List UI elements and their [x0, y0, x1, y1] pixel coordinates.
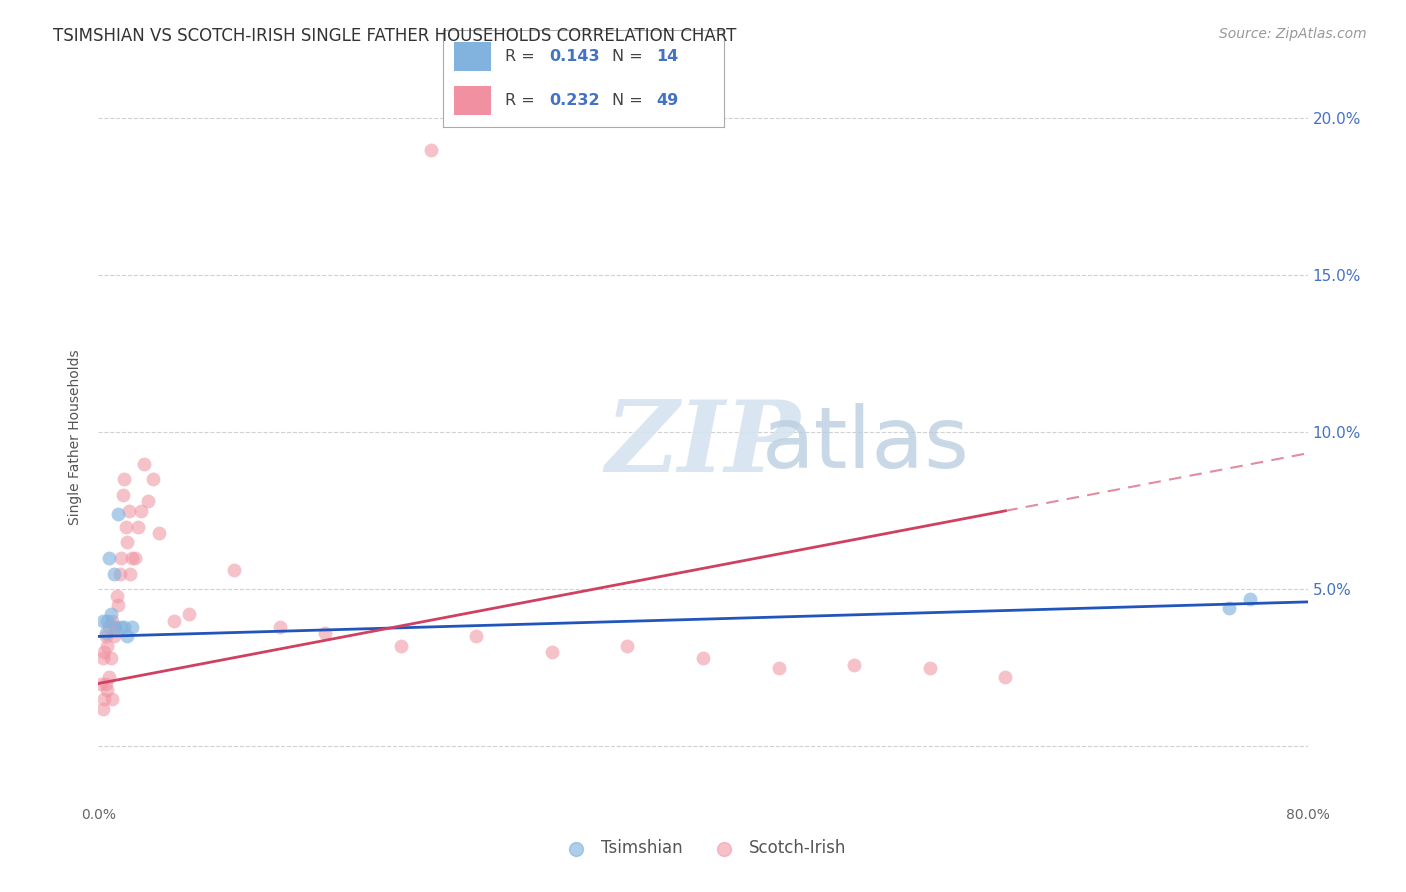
Point: [107, 507, 129, 521]
Point: [121, 620, 143, 634]
Text: atlas: atlas: [762, 403, 970, 486]
Point: [96, 639, 118, 653]
Point: [121, 550, 143, 565]
Point: [101, 692, 124, 706]
Text: N =: N =: [612, 93, 648, 108]
Point: [420, 143, 443, 157]
Point: [107, 598, 129, 612]
Point: [91, 614, 114, 628]
Point: [104, 620, 127, 634]
Point: [100, 607, 122, 622]
Point: [314, 626, 336, 640]
Text: 49: 49: [657, 93, 679, 108]
Point: [105, 589, 128, 603]
Point: [540, 645, 562, 659]
Point: [142, 473, 165, 487]
Point: [112, 473, 135, 487]
Text: 14: 14: [657, 49, 679, 64]
Point: [127, 519, 149, 533]
Text: Source: ZipAtlas.com: Source: ZipAtlas.com: [1219, 27, 1367, 41]
Text: R =: R =: [505, 93, 540, 108]
Point: [768, 661, 790, 675]
Point: [112, 620, 135, 634]
Point: [465, 629, 488, 643]
Point: [115, 629, 138, 643]
Point: [110, 550, 132, 565]
Point: [844, 657, 866, 672]
Point: [91, 651, 114, 665]
Point: [94, 626, 117, 640]
Point: [692, 651, 714, 665]
Point: [96, 614, 118, 628]
Point: [98, 550, 121, 565]
Point: [1239, 591, 1261, 606]
Point: [224, 564, 246, 578]
Point: [616, 639, 638, 653]
Point: [98, 620, 121, 634]
Point: [94, 629, 117, 643]
Point: [389, 639, 412, 653]
Point: [179, 607, 201, 622]
Text: TSIMSHIAN VS SCOTCH-IRISH SINGLE FATHER HOUSEHOLDS CORRELATION CHART: TSIMSHIAN VS SCOTCH-IRISH SINGLE FATHER …: [53, 27, 737, 45]
Point: [93, 645, 115, 659]
Point: [114, 519, 136, 533]
Point: [918, 661, 941, 675]
Point: [111, 488, 134, 502]
Bar: [454, 42, 491, 70]
Point: [994, 670, 1017, 684]
Point: [101, 614, 124, 628]
Text: 0.232: 0.232: [550, 93, 600, 108]
Point: [90, 676, 112, 690]
Point: [148, 525, 170, 540]
Legend: Tsimshian, Scotch-Irish: Tsimshian, Scotch-Irish: [553, 832, 853, 864]
Point: [115, 535, 138, 549]
Point: [104, 620, 127, 634]
Y-axis label: Single Father Households: Single Father Households: [69, 350, 83, 524]
Point: [118, 504, 141, 518]
Point: [100, 651, 122, 665]
Point: [96, 682, 118, 697]
Point: [103, 566, 125, 581]
Point: [103, 629, 125, 643]
Point: [110, 620, 132, 634]
Point: [124, 550, 146, 565]
Text: R =: R =: [505, 49, 540, 64]
Point: [129, 504, 152, 518]
Point: [108, 566, 131, 581]
Point: [91, 701, 114, 715]
Point: [136, 494, 159, 508]
Point: [132, 457, 155, 471]
Point: [120, 566, 142, 581]
Point: [98, 670, 121, 684]
Text: ZIP: ZIP: [606, 396, 800, 492]
Bar: [454, 87, 491, 115]
Text: N =: N =: [612, 49, 648, 64]
Point: [163, 614, 186, 628]
Point: [1218, 601, 1240, 615]
Point: [94, 676, 117, 690]
Point: [93, 692, 115, 706]
Text: 0.143: 0.143: [550, 49, 600, 64]
Point: [269, 620, 291, 634]
